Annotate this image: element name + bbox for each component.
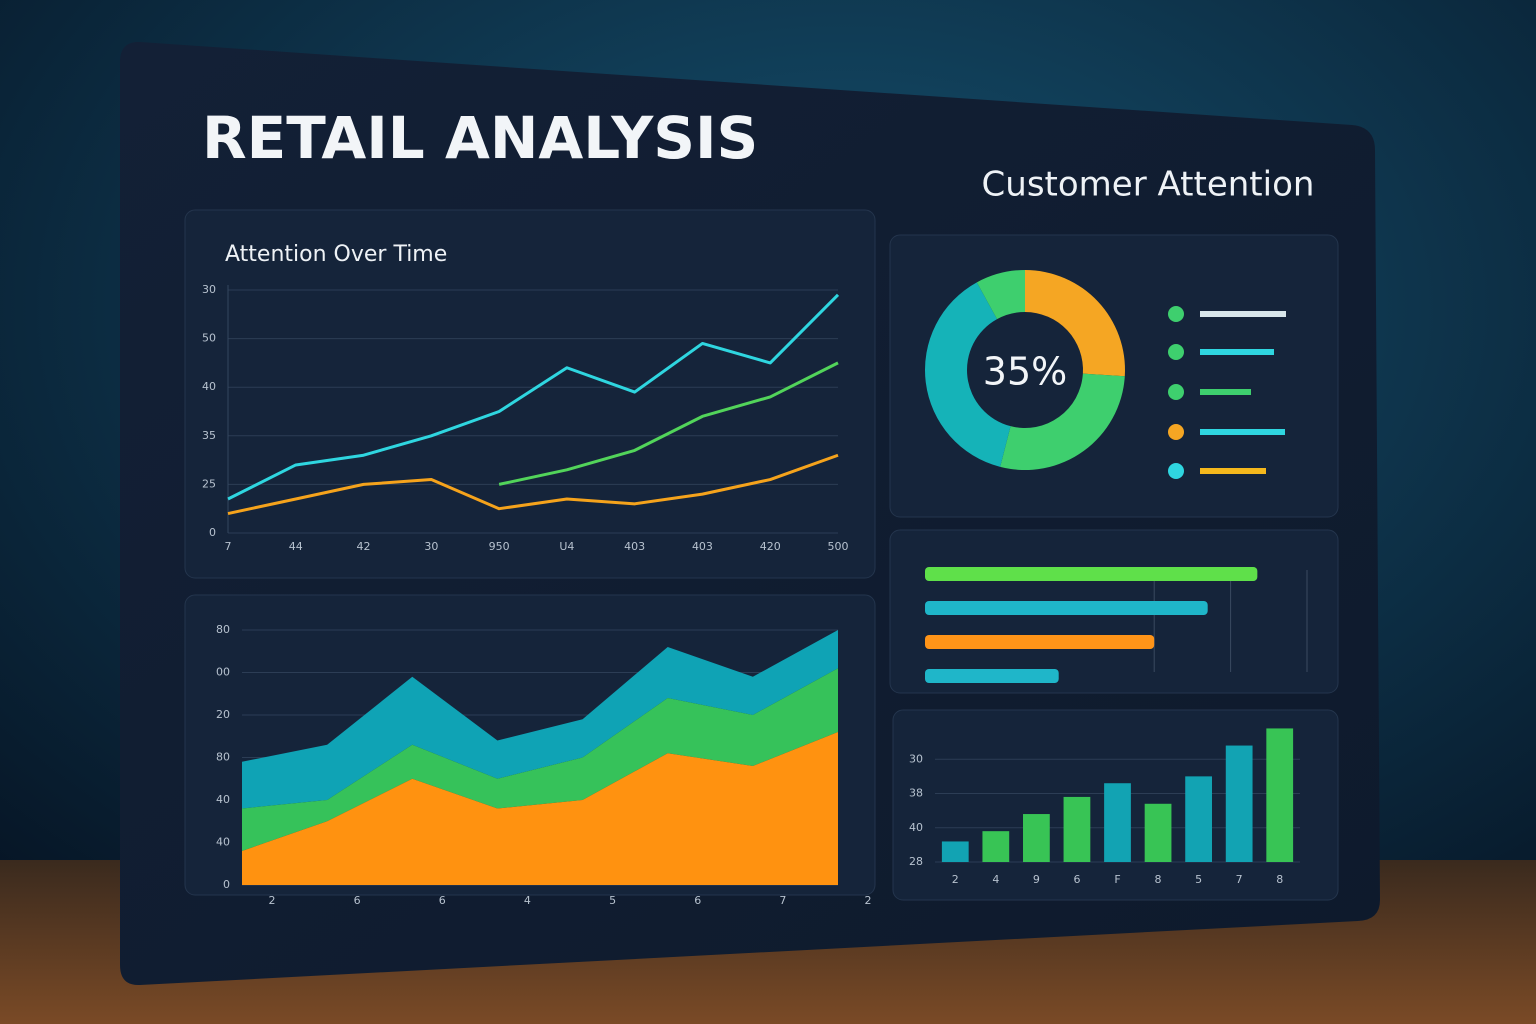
bar bbox=[925, 567, 1258, 581]
pie-segment bbox=[1000, 373, 1125, 470]
x-tick-label: 6 bbox=[1073, 873, 1080, 886]
legend-dot bbox=[1168, 306, 1184, 322]
legend-bar bbox=[1200, 468, 1266, 474]
legend-dot bbox=[1168, 463, 1184, 479]
y-tick-label: 38 bbox=[909, 787, 923, 800]
area-layer bbox=[242, 732, 838, 885]
x-tick-label: 500 bbox=[828, 540, 849, 553]
x-tick-label: 6 bbox=[439, 894, 446, 907]
y-tick-label: 40 bbox=[202, 380, 216, 393]
bar bbox=[1225, 745, 1253, 862]
bar bbox=[925, 601, 1208, 615]
x-tick-label: 403 bbox=[692, 540, 713, 553]
y-tick-label: 00 bbox=[216, 666, 230, 679]
bar bbox=[925, 635, 1155, 649]
y-tick-label: 40 bbox=[216, 793, 230, 806]
x-tick-label: U4 bbox=[559, 540, 574, 553]
pie-legend bbox=[1168, 306, 1286, 479]
x-tick-label: 44 bbox=[289, 540, 303, 553]
bar bbox=[925, 669, 1059, 683]
legend-bar bbox=[1200, 389, 1251, 395]
bar bbox=[941, 841, 969, 862]
pie-segment bbox=[976, 270, 1025, 320]
line-series bbox=[227, 453, 839, 516]
y-tick-label: 25 bbox=[202, 477, 216, 490]
x-tick-label: 420 bbox=[760, 540, 781, 553]
area-layer bbox=[242, 668, 838, 851]
y-tick-label: 0 bbox=[223, 878, 230, 891]
x-tick-label: 8 bbox=[1276, 873, 1283, 886]
x-tick-label: 403 bbox=[624, 540, 645, 553]
y-tick-label: 80 bbox=[216, 623, 230, 636]
y-tick-label: 20 bbox=[216, 708, 230, 721]
pie-segment bbox=[1025, 270, 1125, 377]
y-tick-label: 28 bbox=[909, 855, 923, 868]
y-tick-label: 30 bbox=[909, 752, 923, 765]
x-tick-label: 6 bbox=[354, 894, 361, 907]
x-tick-label: 6 bbox=[694, 894, 701, 907]
legend-dot bbox=[1168, 424, 1184, 440]
line-series bbox=[498, 361, 839, 486]
x-tick-label: 5 bbox=[1195, 873, 1202, 886]
x-tick-label: 5 bbox=[609, 894, 616, 907]
x-tick-label: 2 bbox=[865, 894, 872, 907]
y-tick-label: 0 bbox=[209, 526, 216, 539]
x-tick-label: 4 bbox=[524, 894, 531, 907]
x-tick-label: 9 bbox=[1033, 873, 1040, 886]
y-tick-label: 30 bbox=[202, 283, 216, 296]
area-layer bbox=[242, 630, 838, 809]
y-tick-label: 50 bbox=[202, 332, 216, 345]
x-tick-label: 4 bbox=[992, 873, 999, 886]
x-tick-label: 7 bbox=[1236, 873, 1243, 886]
pie-center-label: 35% bbox=[983, 350, 1067, 394]
x-tick-label: 42 bbox=[357, 540, 371, 553]
x-tick-label: 7 bbox=[225, 540, 232, 553]
x-tick-label: F bbox=[1114, 873, 1120, 886]
y-tick-label: 35 bbox=[202, 429, 216, 442]
x-tick-label: 2 bbox=[952, 873, 959, 886]
y-tick-label: 80 bbox=[216, 751, 230, 764]
chart-title: Customer Attention bbox=[982, 165, 1315, 205]
x-tick-label: 8 bbox=[1155, 873, 1162, 886]
x-tick-label: 2 bbox=[269, 894, 276, 907]
bar bbox=[982, 831, 1010, 862]
bar bbox=[1266, 728, 1294, 862]
chart-title: Attention Over Time bbox=[225, 242, 447, 267]
x-tick-label: 950 bbox=[489, 540, 510, 553]
bar bbox=[1185, 776, 1212, 862]
x-tick-label: 30 bbox=[424, 540, 438, 553]
pie-segment bbox=[925, 282, 1011, 467]
legend-bar bbox=[1200, 429, 1285, 435]
line-series bbox=[227, 293, 840, 501]
dashboard-title: RETAIL ANALYSIS bbox=[202, 104, 758, 172]
bar bbox=[1144, 803, 1172, 862]
x-tick-label: 7 bbox=[779, 894, 786, 907]
legend-bar bbox=[1200, 349, 1274, 355]
bar bbox=[1023, 814, 1050, 862]
legend-dot bbox=[1168, 344, 1184, 360]
legend-bar bbox=[1200, 311, 1286, 317]
y-tick-label: 40 bbox=[909, 821, 923, 834]
bar bbox=[1063, 796, 1091, 862]
y-tick-label: 40 bbox=[216, 836, 230, 849]
bar bbox=[1104, 783, 1131, 862]
legend-dot bbox=[1168, 384, 1184, 400]
